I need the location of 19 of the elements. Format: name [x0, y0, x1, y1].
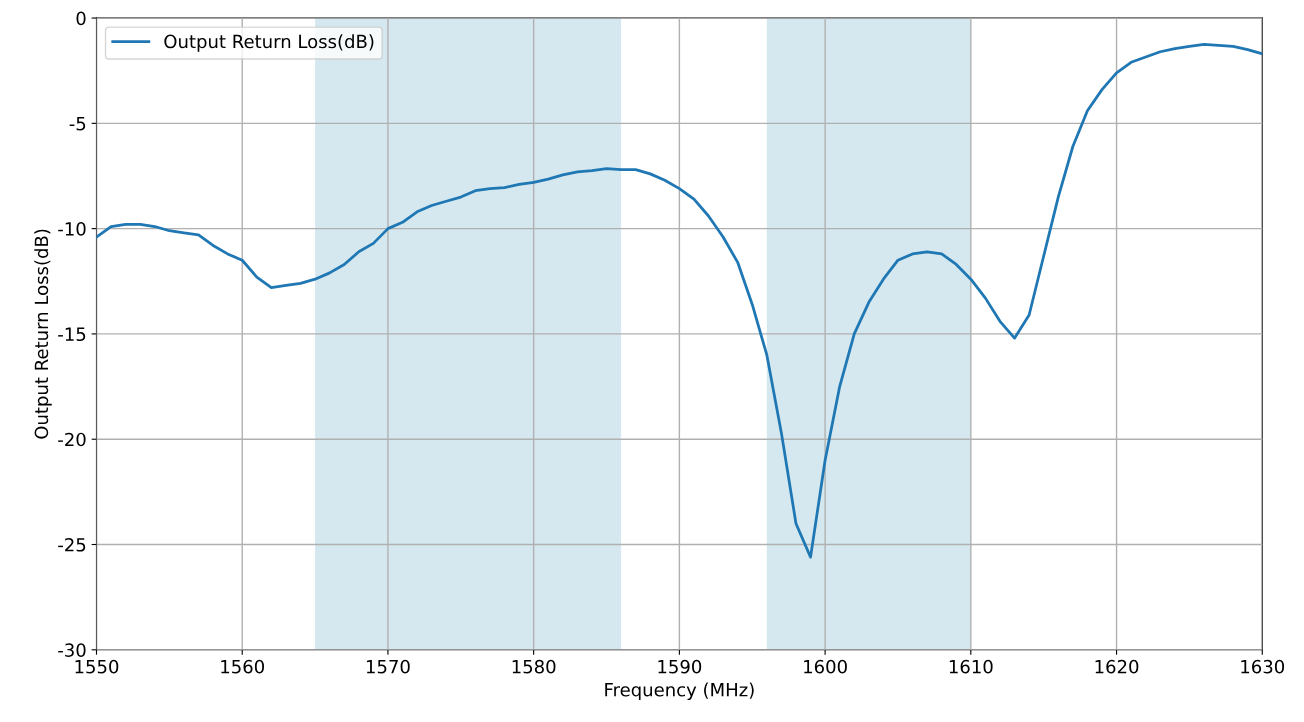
y-tick-label: -25: [58, 537, 86, 552]
y-tick-label: -10: [58, 222, 86, 236]
x-tick-label: 1630: [1241, 659, 1285, 674]
y-tick-label: 0: [76, 11, 86, 26]
x-tick-label: 1600: [804, 659, 847, 674]
x-tick-label: 1550: [75, 659, 119, 674]
y-tick-label: -15: [58, 327, 86, 342]
x-tick-label: 1580: [512, 659, 556, 674]
legend-label: Output Return Loss(dB): [164, 34, 374, 52]
x-tick-label: 1620: [1095, 659, 1139, 674]
y-tick-label: -20: [58, 432, 86, 447]
y-axis-title: Output Return Loss(dB): [34, 229, 52, 439]
x-tick-label: 1570: [366, 659, 410, 674]
x-tick-label: 1590: [658, 659, 702, 674]
x-tick-label: 1560: [221, 659, 264, 674]
y-tick-label: -30: [58, 643, 86, 657]
y-tick-label: -5: [69, 117, 86, 131]
x-tick-label: 1610: [949, 659, 993, 674]
x-axis-title: Frequency (MHz): [605, 682, 754, 701]
